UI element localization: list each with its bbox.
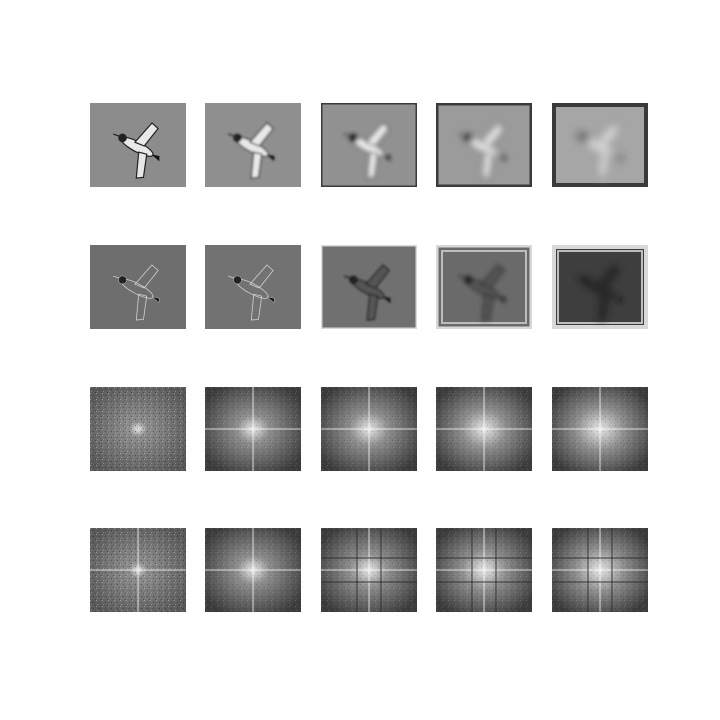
frequency-spectrum-tile-r4-c4 bbox=[436, 528, 532, 612]
bird-image-tile-graphic bbox=[552, 245, 648, 329]
bird-image-tile-r1-c5 bbox=[552, 103, 648, 187]
bird-image-tile-r2-c2 bbox=[205, 245, 301, 329]
bird-image-tile-graphic bbox=[90, 245, 186, 329]
frequency-spectrum-tile-graphic bbox=[205, 387, 301, 471]
bird-image-tile-r1-c4 bbox=[436, 103, 532, 187]
frequency-spectrum-tile-r3-c1 bbox=[90, 387, 186, 471]
frequency-spectrum-tile-r4-c3 bbox=[321, 528, 417, 612]
frequency-spectrum-tile-graphic bbox=[321, 387, 417, 471]
bird-image-tile-graphic bbox=[436, 103, 532, 187]
bird-image-tile-graphic bbox=[321, 103, 417, 187]
frequency-spectrum-tile-graphic bbox=[552, 387, 648, 471]
bird-image-tile-graphic bbox=[321, 245, 417, 329]
bird-image-tile-r1-c3 bbox=[321, 103, 417, 187]
bird-image-tile-r2-c1 bbox=[90, 245, 186, 329]
bird-image-tile-r2-c4 bbox=[436, 245, 532, 329]
frequency-spectrum-tile-r3-c4 bbox=[436, 387, 532, 471]
bird-image-tile-graphic bbox=[90, 103, 186, 187]
bird-image-tile-graphic bbox=[205, 245, 301, 329]
bird-image-tile-r1-c2 bbox=[205, 103, 301, 187]
bird-image-tile-r2-c5 bbox=[552, 245, 648, 329]
frequency-spectrum-tile-graphic bbox=[321, 528, 417, 612]
bird-image-tile-r1-c1 bbox=[90, 103, 186, 187]
bird-image-tile-r2-c3 bbox=[321, 245, 417, 329]
frequency-spectrum-tile-r3-c3 bbox=[321, 387, 417, 471]
bird-image-tile-graphic bbox=[436, 245, 532, 329]
frequency-spectrum-tile-graphic bbox=[90, 528, 186, 612]
frequency-spectrum-tile-r3-c2 bbox=[205, 387, 301, 471]
frequency-spectrum-tile-graphic bbox=[90, 387, 186, 471]
frequency-spectrum-tile-graphic bbox=[205, 528, 301, 612]
bird-image-tile-graphic bbox=[552, 103, 648, 187]
frequency-spectrum-tile-graphic bbox=[436, 387, 532, 471]
frequency-spectrum-tile-graphic bbox=[552, 528, 648, 612]
frequency-spectrum-tile-r3-c5 bbox=[552, 387, 648, 471]
frequency-spectrum-tile-r4-c2 bbox=[205, 528, 301, 612]
frequency-spectrum-tile-graphic bbox=[436, 528, 532, 612]
bird-image-tile-graphic bbox=[205, 103, 301, 187]
frequency-spectrum-tile-r4-c1 bbox=[90, 528, 186, 612]
frequency-spectrum-tile-r4-c5 bbox=[552, 528, 648, 612]
